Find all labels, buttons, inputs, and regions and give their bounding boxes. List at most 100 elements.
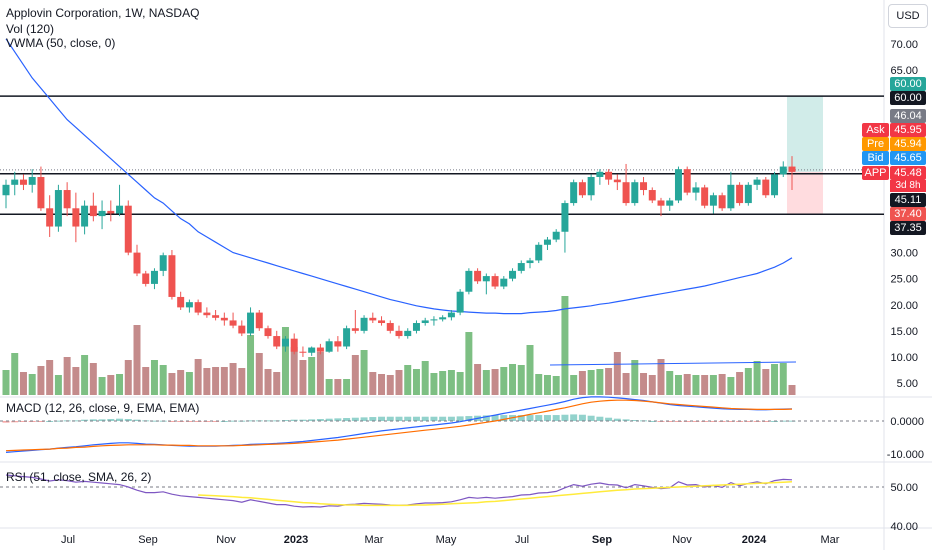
macd-histogram-bar [54, 420, 62, 422]
currency-button[interactable]: USD [888, 4, 928, 28]
candle-body [168, 255, 176, 297]
candle-body [648, 190, 656, 201]
ask-price-tag: 45.95 [890, 123, 926, 137]
candle-body [37, 176, 45, 209]
volume-bar [238, 368, 246, 395]
candle-body [308, 347, 316, 353]
candle-body [570, 182, 578, 204]
macd-histogram-bar [386, 416, 394, 421]
macd-histogram-bar [19, 421, 27, 422]
volume-bar [535, 374, 543, 395]
volume-bar [412, 369, 420, 395]
candle-body [150, 270, 158, 284]
candle-body [81, 205, 89, 227]
rsi-axis-tick: 40.00 [890, 521, 918, 533]
candle-body [273, 336, 281, 347]
bid-price-tag: 45.65 [890, 151, 926, 165]
volume-bar [89, 363, 97, 395]
candle-body [395, 330, 403, 337]
position-target-zone [787, 96, 823, 172]
volume-bar [281, 327, 289, 395]
macd-histogram-bar [412, 416, 420, 421]
macd-histogram-bar [72, 420, 80, 422]
candle-body [613, 179, 621, 183]
macd-axis-tick: -10.000 [887, 449, 924, 461]
time-axis-tick: Mar [821, 534, 840, 546]
volume-bar [622, 373, 630, 395]
candle-body [640, 182, 648, 191]
volume-bar [578, 371, 586, 395]
macd-histogram-bar [648, 421, 656, 422]
volume-bar [779, 363, 787, 395]
macd-histogram-bar [229, 420, 237, 422]
candle-body [526, 260, 534, 264]
volume-bar [299, 360, 307, 395]
candle-body [185, 302, 193, 308]
volume-bar [701, 375, 709, 395]
volume-bar [37, 366, 45, 395]
macd-histogram-bar [168, 421, 176, 422]
candle-body [587, 176, 595, 196]
candle-body [360, 317, 368, 331]
macd-histogram-bar [299, 419, 307, 421]
candle-body [727, 184, 735, 209]
volume-bar [212, 367, 220, 395]
candle-body [543, 239, 551, 245]
volume-bar [334, 379, 342, 395]
resistance-price-tag: 60.00 [890, 91, 926, 105]
volume-bar [273, 372, 281, 395]
candle-body [596, 171, 604, 177]
candle-body [343, 328, 351, 347]
candle-body [465, 270, 473, 292]
candle-body [212, 315, 220, 318]
candle-body [753, 179, 761, 185]
volume-bar [150, 360, 158, 395]
volume-bar [552, 376, 560, 395]
candle-body [509, 270, 517, 279]
candle-body [692, 187, 700, 193]
macd-histogram-bar [264, 420, 272, 422]
volume-bar [771, 364, 779, 395]
high-price-tag: 46.04 [890, 109, 926, 123]
macd-histogram-bar [456, 416, 464, 421]
volume-bar [430, 373, 438, 395]
volume-bar [28, 374, 36, 395]
candle-body [159, 255, 167, 271]
candle-body [290, 338, 298, 352]
candle-body [255, 312, 263, 329]
macd-histogram-bar [11, 421, 19, 423]
volume-bar [744, 368, 752, 395]
candle-body [238, 325, 246, 334]
candle-body [133, 252, 141, 274]
candle-body [194, 302, 202, 313]
vwma-legend: VWMA (50, close, 0) [6, 36, 116, 50]
macd-histogram-bar [360, 417, 368, 421]
macd-histogram-bar [89, 419, 97, 421]
volume-bar [369, 372, 377, 395]
macd-histogram-bar [98, 419, 106, 421]
volume-bar [142, 367, 150, 395]
volume-bar [631, 360, 639, 395]
candle-body [316, 347, 324, 352]
candle-body [561, 203, 569, 232]
volume-bar [456, 372, 464, 395]
macd-histogram-bar [666, 421, 674, 422]
volume-bar [247, 335, 255, 395]
macd-histogram-bar [543, 415, 551, 421]
macd-histogram-bar [762, 421, 770, 422]
macd-histogram-bar [404, 416, 412, 421]
volume-bar [124, 360, 132, 395]
candle-body [229, 320, 237, 326]
macd-histogram-bar [779, 420, 787, 422]
macd-histogram-bar [116, 418, 124, 421]
candle-body [701, 187, 709, 206]
candle-body [124, 205, 132, 253]
candle-body [177, 296, 185, 308]
volume-bar [229, 363, 237, 395]
candle-body [247, 312, 255, 334]
price-axis-tick: 70.00 [890, 39, 918, 51]
macd-histogram-bar [692, 421, 700, 422]
volume-bar [194, 359, 202, 395]
candle-body [771, 174, 779, 196]
